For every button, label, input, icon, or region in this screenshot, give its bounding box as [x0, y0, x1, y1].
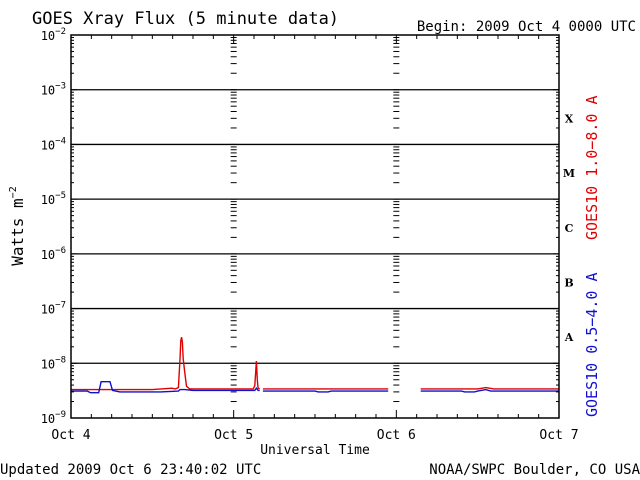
series-line	[420, 386, 559, 390]
series-line	[71, 381, 260, 394]
y-axis-label-text: Watts m	[8, 198, 27, 265]
y-tick-label-base: 10	[41, 412, 55, 426]
flare-class-labels: X M C B A	[563, 112, 575, 344]
series-short-channel	[71, 381, 559, 394]
y-tick-label: 10−3	[41, 82, 66, 98]
data-series	[71, 337, 559, 394]
y-tick-label-base: 10	[41, 29, 55, 43]
legend-long-channel: GOES10 1.0−8.0 A	[583, 96, 601, 241]
flare-class-x: X	[565, 112, 574, 125]
y-tick-label-exponent: −3	[55, 82, 66, 92]
data-source: NOAA/SWPC Boulder, CO USA	[429, 462, 640, 478]
y-tick-labels: 10−910−810−710−610−510−410−310−2	[41, 27, 66, 426]
flare-class-m: M	[563, 167, 575, 180]
y-axis-label-exponent: −2	[8, 186, 19, 198]
y-tick-label-base: 10	[41, 303, 55, 317]
series-line	[262, 390, 389, 393]
y-tick-label-base: 10	[41, 357, 55, 371]
y-tick-label-exponent: −7	[55, 301, 66, 311]
flare-class-c: C	[565, 222, 574, 235]
x-tick-label: Oct 7	[539, 428, 578, 443]
plot-frame	[70, 34, 560, 419]
flare-class-b: B	[564, 276, 573, 289]
y-tick-label-exponent: −2	[55, 27, 66, 37]
chart-title: GOES Xray Flux (5 minute data)	[32, 9, 339, 29]
y-tick-label: 10−9	[41, 410, 66, 426]
grid-lines	[71, 34, 559, 419]
y-tick-label-exponent: −4	[55, 136, 66, 146]
x-tick-label: Oct 4	[51, 428, 90, 443]
y-tick-label-base: 10	[41, 84, 55, 98]
x-axis-label: Universal Time	[260, 443, 370, 458]
x-tick-label: Oct 5	[214, 428, 253, 443]
y-tick-label-exponent: −6	[55, 246, 66, 256]
y-tick-label: 10−2	[41, 27, 66, 43]
series-long-channel	[71, 337, 559, 391]
y-tick-label: 10−4	[41, 136, 66, 152]
y-tick-label: 10−6	[41, 246, 66, 262]
flare-class-a: A	[564, 331, 574, 344]
chart-footer: Updated 2009 Oct 6 23:40:02 UTC NOAA/SWP…	[0, 462, 640, 478]
begin-time: Begin: 2009 Oct 4 0000 UTC	[417, 19, 636, 35]
chart-header: GOES Xray Flux (5 minute data) Begin: 20…	[32, 9, 636, 35]
y-tick-label: 10−5	[41, 191, 66, 207]
y-tick-label-base: 10	[41, 193, 55, 207]
y-tick-label-base: 10	[41, 248, 55, 262]
y-tick-label: 10−8	[41, 355, 66, 371]
legend-short-channel: GOES10 0.5−4.0 A	[583, 273, 601, 418]
y-tick-label-base: 10	[41, 138, 55, 152]
series-line	[420, 388, 559, 393]
x-tick-label: Oct 6	[377, 428, 416, 443]
y-tick-label-exponent: −9	[55, 410, 66, 420]
updated-time: Updated 2009 Oct 6 23:40:02 UTC	[0, 462, 261, 478]
x-tick-labels: Oct 4 Oct 5 Oct 6 Oct 7	[51, 428, 578, 443]
y-tick-label-exponent: −5	[55, 191, 66, 201]
series-line	[71, 337, 260, 391]
y-tick-label: 10−7	[41, 301, 66, 317]
axis-ticks	[70, 34, 560, 419]
y-axis-label: Watts m−2	[8, 186, 27, 265]
y-tick-label-exponent: −8	[55, 355, 66, 365]
